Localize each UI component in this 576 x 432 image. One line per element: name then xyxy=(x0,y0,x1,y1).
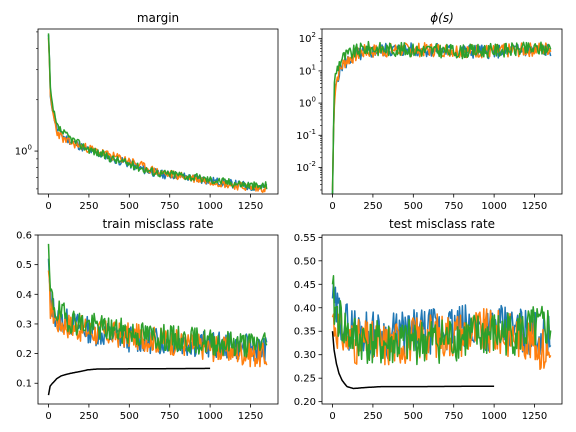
tick-label: 0.4 xyxy=(16,290,32,301)
tick-label: 250 xyxy=(79,411,98,422)
tick-label: 750 xyxy=(444,201,463,212)
panel-title: ϕ(s) xyxy=(430,11,454,25)
tick-label: 0.6 xyxy=(16,231,32,242)
tick-label: 250 xyxy=(363,411,382,422)
axes-frame xyxy=(37,234,279,405)
panel-margin: 0 250 500 750 1000 1250 100 margin xyxy=(15,11,279,212)
tick-label: 0.20 xyxy=(294,397,316,408)
tick-label: 0.30 xyxy=(294,350,316,361)
series-line-C2 xyxy=(331,275,552,366)
tick-label: 101 xyxy=(299,63,316,77)
tick-label: 0.40 xyxy=(294,303,316,314)
tick-label: 250 xyxy=(363,201,382,212)
tick-label: 750 xyxy=(160,201,179,212)
tick-label: 1000 xyxy=(197,201,222,212)
tick-label: 750 xyxy=(444,411,463,422)
panel-title: test misclass rate xyxy=(389,217,495,231)
tick-label: 100 xyxy=(15,144,32,158)
tick-label: 500 xyxy=(404,411,423,422)
tick-label: 0.2 xyxy=(16,349,32,360)
series-line-ref xyxy=(331,331,495,390)
tick-label: 100 xyxy=(299,96,316,110)
tick-label: 0.35 xyxy=(294,327,316,338)
tick-label: 0 xyxy=(45,201,51,212)
panel-title: margin xyxy=(137,11,179,25)
tick-label: 10-2 xyxy=(296,160,316,174)
series-line-C2 xyxy=(47,33,268,191)
series-line-C2 xyxy=(331,40,552,194)
series-group xyxy=(47,33,268,194)
tick-label: 1250 xyxy=(522,201,547,212)
series-group xyxy=(47,243,268,396)
series-group xyxy=(331,40,552,194)
tick-label: 0.55 xyxy=(294,233,316,244)
panel-test: 0 250 500 750 1000 1250 0.20 0.25 0.30 0.35 0.40 0.… xyxy=(294,217,563,422)
tick-label: 0.1 xyxy=(16,379,32,390)
series-group xyxy=(331,275,552,390)
tick-label: 10-1 xyxy=(296,128,316,142)
series-line-C0 xyxy=(47,34,268,191)
panel-phi: 0 250 500 750 1000 1250 10-2 10-1 100 101 102 ϕ(s) xyxy=(296,11,563,212)
tick-label: 0 xyxy=(329,411,335,422)
tick-label: 500 xyxy=(120,411,139,422)
tick-label: 1000 xyxy=(197,411,222,422)
tick-label: 1000 xyxy=(481,201,506,212)
series-line-C1 xyxy=(47,270,268,368)
tick-label: 102 xyxy=(299,31,316,45)
tick-label: 500 xyxy=(404,201,423,212)
series-line-C1 xyxy=(47,38,267,194)
tick-label: 1000 xyxy=(481,411,506,422)
axes-frame xyxy=(321,28,563,195)
series-line-C1 xyxy=(331,42,552,191)
series-line-C0 xyxy=(331,42,552,194)
tick-label: 500 xyxy=(120,201,139,212)
tick-label: 0.50 xyxy=(294,256,316,267)
axes-frame xyxy=(321,234,563,405)
series-line-ref xyxy=(47,367,211,396)
tick-label: 0.45 xyxy=(294,280,316,291)
tick-label: 1250 xyxy=(238,201,263,212)
tick-label: 750 xyxy=(160,411,179,422)
axes-frame xyxy=(37,28,279,195)
tick-label: 250 xyxy=(79,201,98,212)
tick-label: 0.3 xyxy=(16,319,32,330)
panel-train: 0 250 500 750 1000 1250 0.1 0.2 0.3 0.4 0.5 0.6 trai… xyxy=(16,217,279,422)
tick-label: 0.5 xyxy=(16,260,32,271)
tick-label: 0 xyxy=(329,201,335,212)
tick-label: 0 xyxy=(45,411,51,422)
panel-title: train misclass rate xyxy=(103,217,214,231)
tick-label: 1250 xyxy=(522,411,547,422)
tick-label: 1250 xyxy=(238,411,263,422)
series-line-C2 xyxy=(47,243,268,358)
tick-label: 0.25 xyxy=(294,374,316,385)
